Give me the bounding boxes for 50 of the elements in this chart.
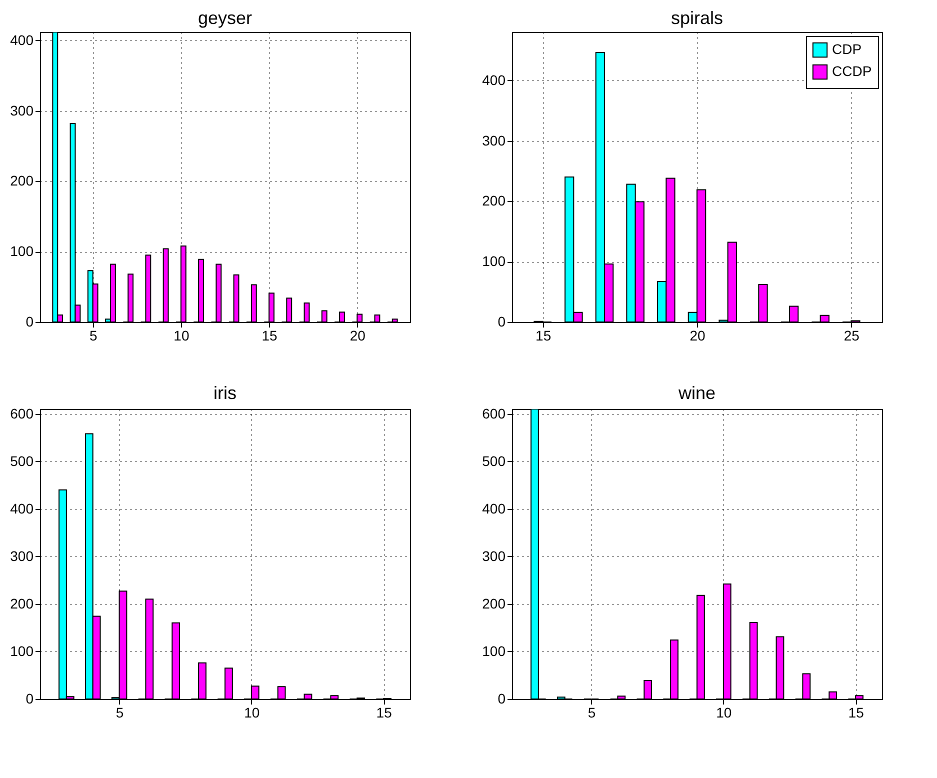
x-tick-label: 20 (690, 328, 706, 344)
legend-label: CCDP (832, 63, 872, 79)
y-tick-label: 500 (482, 452, 506, 469)
x-tick-label: 5 (89, 328, 98, 344)
chart-title: geyser (198, 8, 252, 28)
bar (321, 310, 328, 322)
y-tick-label: 100 (482, 642, 506, 659)
chart-title: iris (214, 382, 236, 403)
y-tick-label: 200 (10, 172, 34, 189)
y-tick-label: 600 (482, 405, 506, 422)
y-tick-label: 300 (482, 548, 506, 564)
x-tick-label: 25 (844, 328, 860, 344)
x-tick-label: 10 (244, 704, 260, 720)
x-tick-label: 15 (848, 704, 864, 720)
x-tick-label: 5 (588, 704, 596, 720)
chart-title: spirals (670, 8, 724, 28)
bar (304, 302, 310, 322)
y-tick-label: 200 (482, 595, 506, 612)
y-tick-label: 100 (482, 253, 506, 270)
y-tick-label: 0 (26, 314, 34, 330)
y-tick-label: 400 (10, 32, 34, 48)
y-tick-label: 100 (10, 642, 34, 659)
y-tick-label: 100 (10, 243, 34, 260)
x-tick-label: 5 (116, 704, 124, 720)
y-tick-label: 400 (482, 500, 506, 516)
bar (392, 318, 398, 322)
y-tick-label: 600 (10, 405, 34, 422)
chart-title: wine (677, 382, 716, 403)
y-tick-label: 200 (10, 595, 34, 612)
bar (216, 264, 222, 322)
x-tick-label: 15 (536, 328, 552, 344)
legend-label: CDP (832, 41, 862, 57)
y-tick-label: 0 (498, 314, 506, 330)
bar (233, 274, 240, 322)
y-tick-label: 300 (10, 102, 34, 118)
x-tick-label: 15 (376, 704, 392, 720)
x-tick-label: 20 (350, 328, 366, 344)
x-tick-label: 10 (174, 328, 190, 344)
y-tick-label: 0 (498, 690, 506, 706)
bar (374, 314, 380, 322)
x-tick-label: 15 (262, 328, 278, 344)
y-tick-label: 0 (26, 690, 34, 706)
bar (250, 284, 257, 322)
y-tick-label: 300 (10, 548, 34, 564)
y-tick-label: 400 (482, 72, 506, 88)
x-tick-label: 10 (716, 704, 732, 720)
y-tick-label: 300 (482, 132, 506, 148)
y-tick-label: 400 (10, 500, 34, 516)
y-tick-label: 200 (482, 192, 506, 209)
y-tick-label: 500 (10, 452, 34, 469)
